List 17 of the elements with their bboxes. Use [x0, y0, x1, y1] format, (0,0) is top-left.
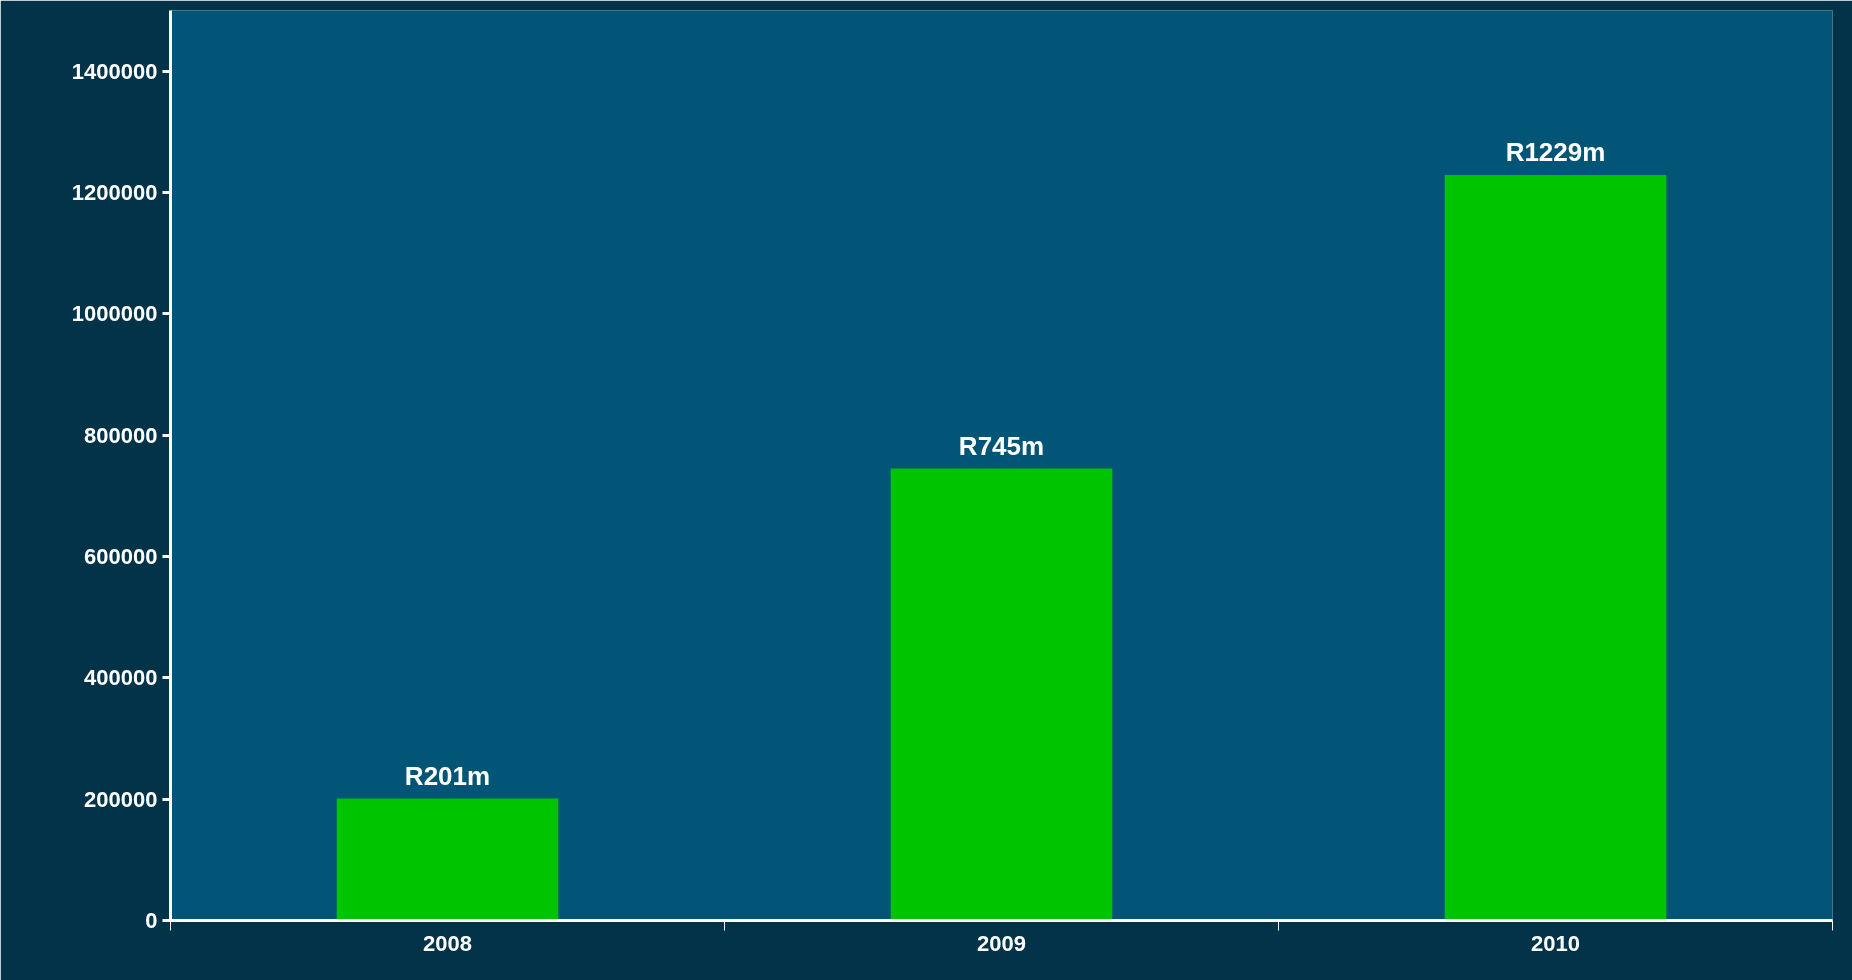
y-tick-label: 800000 — [84, 422, 158, 448]
bar — [1444, 174, 1667, 921]
y-tick-label: 1000000 — [71, 301, 158, 327]
bar — [336, 798, 559, 921]
y-tick-label: 1200000 — [71, 180, 158, 205]
data-label: R1229m — [1505, 136, 1606, 167]
y-tick-label: 200000 — [84, 786, 158, 812]
x-tick-label: 2008 — [423, 930, 472, 956]
x-tick-label: 2009 — [977, 930, 1026, 956]
y-tick-label: 400000 — [84, 665, 158, 691]
x-tick-label: 2010 — [1531, 930, 1580, 956]
data-label: R201m — [404, 760, 491, 791]
y-tick-label: 1400000 — [71, 58, 158, 84]
y-tick-label: 0 — [145, 908, 158, 933]
bar — [890, 468, 1113, 921]
data-label: R745m — [958, 430, 1045, 461]
y-tick-label: 600000 — [84, 544, 158, 569]
